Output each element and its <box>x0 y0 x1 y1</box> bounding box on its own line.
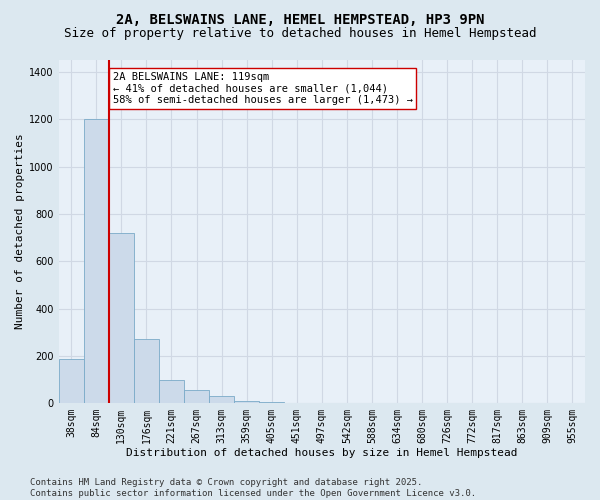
X-axis label: Distribution of detached houses by size in Hemel Hempstead: Distribution of detached houses by size … <box>126 448 518 458</box>
Y-axis label: Number of detached properties: Number of detached properties <box>15 134 25 330</box>
Text: Contains HM Land Registry data © Crown copyright and database right 2025.
Contai: Contains HM Land Registry data © Crown c… <box>30 478 476 498</box>
Bar <box>59 360 84 403</box>
Bar <box>134 340 159 403</box>
Text: 2A, BELSWAINS LANE, HEMEL HEMPSTEAD, HP3 9PN: 2A, BELSWAINS LANE, HEMEL HEMPSTEAD, HP3… <box>116 12 484 26</box>
Bar <box>84 119 109 403</box>
Text: 2A BELSWAINS LANE: 119sqm
← 41% of detached houses are smaller (1,044)
58% of se: 2A BELSWAINS LANE: 119sqm ← 41% of detac… <box>113 72 413 105</box>
Text: Size of property relative to detached houses in Hemel Hempstead: Size of property relative to detached ho… <box>64 28 536 40</box>
Bar <box>234 401 259 403</box>
Bar <box>209 396 234 403</box>
Bar <box>560 402 585 403</box>
Bar <box>109 233 134 403</box>
Bar <box>284 402 309 403</box>
Bar <box>159 380 184 403</box>
Bar <box>259 402 284 403</box>
Bar <box>184 390 209 403</box>
